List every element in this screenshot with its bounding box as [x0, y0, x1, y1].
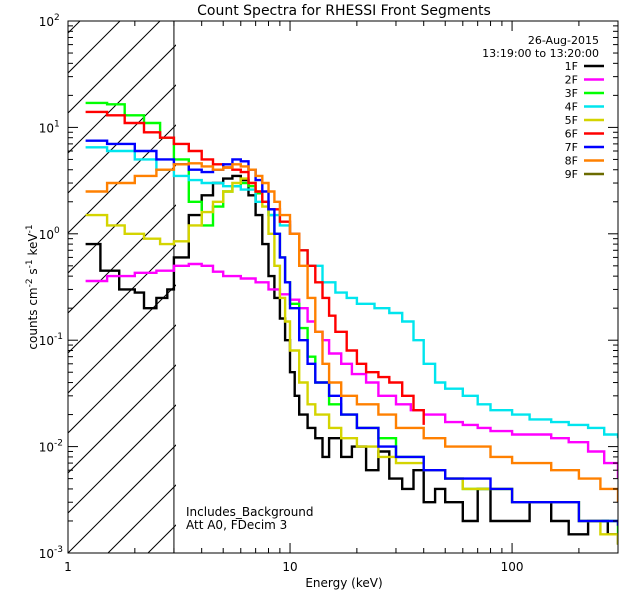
y-axis-label-part: -2 — [25, 278, 35, 287]
x-tick-labels: 1 10 100 — [64, 560, 523, 574]
hatch-stroke — [68, 204, 176, 314]
hatch-stroke — [68, 364, 176, 474]
legend-label-2F: 2F — [565, 74, 578, 87]
series-line-7F — [85, 139, 618, 526]
series-layer — [85, 101, 618, 545]
y-axis-label-part: -1 — [25, 259, 35, 268]
chart-title: Count Spectra for RHESSI Front Segments — [197, 3, 491, 19]
x-tick-label: 1 — [64, 560, 72, 574]
plot-frame — [67, 20, 619, 554]
y-axis-label: counts cm-2 s-1 keV-1 — [25, 224, 40, 349]
x-tick-label: 100 — [501, 560, 524, 574]
y-tick-label: 10 — [39, 334, 54, 348]
hatch-stroke — [68, 444, 176, 553]
y-tick-label: 10 — [39, 547, 54, 561]
x-tick-label: 10 — [282, 560, 297, 574]
series-line-5F — [85, 177, 618, 545]
legend-label-8F: 8F — [565, 155, 578, 168]
legend-label-9F: 9F — [565, 168, 578, 181]
y-axis-label-part: s — [26, 268, 40, 278]
date-label: 26-Aug-2015 — [528, 34, 599, 47]
legend-label-1F: 1F — [565, 60, 578, 73]
hatch-stroke — [68, 404, 176, 514]
hatch-stroke — [68, 164, 176, 274]
hatch-stroke — [68, 244, 176, 354]
y-tick-label: 10 — [39, 121, 54, 135]
series-line-3F — [85, 101, 618, 535]
y-tick-exponent: 1 — [54, 119, 60, 129]
annotation-attenuator: Att A0, FDecim 3 — [186, 518, 287, 532]
legend-label-4F: 4F — [565, 101, 578, 114]
y-tick-label: 10 — [39, 228, 54, 242]
legend-label-7F: 7F — [565, 141, 578, 154]
hatch-stroke — [68, 21, 161, 114]
axis-ticks — [67, 20, 619, 554]
legend-label-3F: 3F — [565, 87, 578, 100]
y-tick-exponent: 2 — [54, 13, 60, 23]
hatch-stroke — [68, 21, 121, 74]
time-range-label: 13:19:00 to 13:20:00 — [482, 47, 599, 60]
y-tick-exponent: -3 — [54, 545, 63, 555]
y-tick-label: 10 — [39, 441, 54, 455]
series-line-1F — [85, 174, 618, 545]
hatch-stroke — [68, 84, 176, 194]
y-tick-exponent: -1 — [54, 332, 63, 342]
legend-label-5F: 5F — [565, 114, 578, 127]
hatch-stroke — [0, 0, 108, 553]
y-axis-label-part: -1 — [25, 224, 35, 233]
annotation-background: Includes_Background — [186, 505, 314, 519]
y-tick-exponent: -2 — [54, 439, 63, 449]
series-line-4F — [85, 146, 618, 439]
excluded-energy-hatch — [0, 0, 176, 553]
y-axis-label-part: counts cm — [26, 287, 40, 349]
y-axis-label-part: keV — [26, 233, 40, 260]
series-line-8F — [85, 162, 618, 503]
y-tick-label: 10 — [39, 15, 54, 29]
hatch-stroke — [68, 44, 176, 154]
legend-label-6F: 6F — [565, 128, 578, 141]
y-tick-exponent: 0 — [54, 226, 60, 236]
series-line-2F — [85, 262, 618, 479]
x-axis-label: Energy (keV) — [305, 576, 382, 590]
